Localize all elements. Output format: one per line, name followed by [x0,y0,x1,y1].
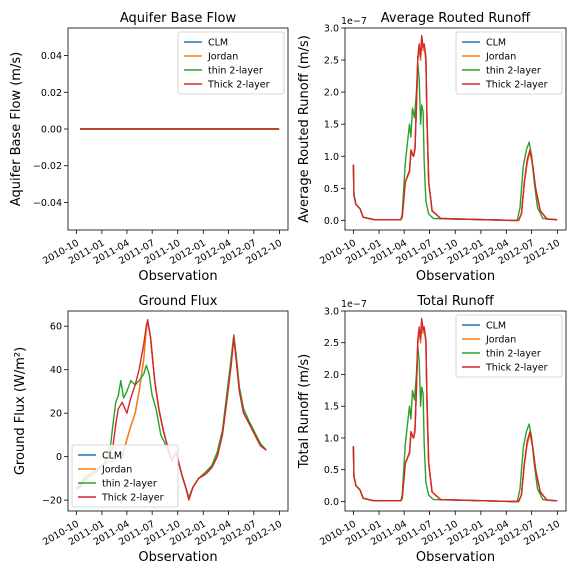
y-tick-label: 1.0 [324,152,339,163]
y-tick-label: 60 [50,322,62,333]
x-axis-label: Observation [138,550,217,565]
series-group [352,35,558,222]
y-tick-label: 3.0 [324,307,339,318]
x-axis-label: Observation [416,269,495,284]
legend: CLM Jordan thin 2-layer Thick 2-layer [71,444,179,508]
legend-box [71,444,179,508]
y-tick-label: 0.00 [41,125,62,136]
panel-average-routed-runoff: Average Routed Runoff 1e−7 0.0 0.5 1.0 1.5 2.0… [297,11,567,284]
legend-box [455,31,563,95]
legend-entry-label: CLM [486,38,506,49]
y-tick-label: 40 [50,365,62,376]
y-axis-label: Aquifer Base Flow (m/s) [9,52,24,206]
y-tick-label: 2.0 [324,88,339,99]
legend-entry-label: thin 2-layer [102,479,157,490]
legend: CLM Jordan thin 2-layer Thick 2-layer [455,314,563,378]
y-tick-label: −0.02 [33,161,62,172]
legend-entry-label: Thick 2-layer [485,363,548,374]
series-line-thick-2-layer [75,319,267,501]
axis-offset-text: 1e−7 [341,16,367,27]
y-axis-label: Ground Flux (W/m²) [13,347,28,475]
y-axis-label: Total Runoff (m/s) [297,354,312,469]
chart-title: Average Routed Runoff [381,11,532,26]
panel-total-runoff: Total Runoff1e−70.00.51.01.52.02.53.0201… [297,294,567,565]
chart-title: Ground Flux [139,294,218,309]
y-tick-label: 2.5 [324,56,339,67]
axis-offset-text: 1e−7 [341,299,367,310]
legend-entry-label: thin 2-layer [486,349,541,360]
legend: CLM Jordan thin 2-layer Thick 2-layer [177,31,285,95]
y-tick-label: −0.04 [33,198,62,209]
y-tick-label: 0 [56,452,62,463]
series-group [352,317,558,503]
legend-entry-label: Jordan [101,465,132,476]
y-tick-label: 2.0 [324,370,339,381]
legend-entry-label: thin 2-layer [208,66,263,77]
y-tick-label: 1.5 [324,402,339,413]
legend-entry-label: Thick 2-layer [485,80,548,91]
y-tick-label: 1.0 [324,433,339,444]
y-tick-label: 0.5 [324,465,339,476]
y-tick-label: 1.5 [324,120,339,131]
panel-aquifer-base-flow: Aquifer Base Flow−0.04−0.020.000.020.042… [9,11,289,284]
legend-entry-label: Thick 2-layer [101,493,164,504]
x-axis-label: Observation [138,269,217,284]
legend-box [455,314,563,378]
legend-entry-label: Jordan [485,335,516,346]
x-axis-label: Observation [416,550,495,565]
legend-entry-label: Jordan [485,52,516,63]
y-tick-label: 0.0 [324,216,339,227]
y-axis-label: Average Routed Runoff (m/s) [297,35,312,223]
series-line-thick-2-layer [352,317,558,503]
chart-title: Total Runoff [416,294,494,309]
y-tick-label: 3.0 [324,24,339,35]
y-tick-label: 0.0 [324,497,339,508]
legend-box [177,31,285,95]
series-line-thick-2-layer [352,35,558,222]
legend-entry-label: thin 2-layer [486,66,541,77]
panel-ground-flux: Ground Flux−2002040602010-102011-012011-… [13,294,289,565]
legend-entry-label: CLM [486,321,506,332]
legend-entry-label: Thick 2-layer [207,80,270,91]
y-tick-label: 0.04 [41,51,62,62]
y-tick-label: 0.5 [324,184,339,195]
y-tick-label: 20 [50,409,62,420]
legend-entry-label: CLM [208,38,228,49]
chart-title: Aquifer Base Flow [120,11,237,26]
legend-entry-label: CLM [102,451,122,462]
y-tick-label: −20 [42,496,62,507]
legend-entry-label: Jordan [207,52,238,63]
legend: CLM Jordan thin 2-layer Thick 2-layer [455,31,563,95]
y-tick-label: 0.02 [41,88,62,99]
y-tick-label: 2.5 [324,338,339,349]
